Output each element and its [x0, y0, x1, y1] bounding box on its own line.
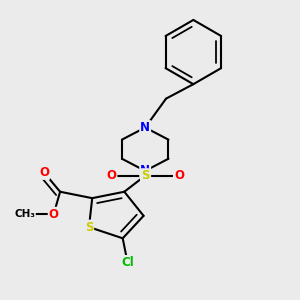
Text: O: O — [49, 208, 59, 221]
Text: O: O — [106, 169, 116, 182]
Text: O: O — [39, 166, 49, 179]
Text: CH₃: CH₃ — [14, 209, 35, 219]
Text: S: S — [141, 169, 149, 182]
Text: S: S — [85, 220, 93, 234]
Text: Cl: Cl — [121, 256, 134, 269]
Text: N: N — [140, 121, 150, 134]
Text: O: O — [174, 169, 184, 182]
Text: N: N — [140, 164, 150, 177]
